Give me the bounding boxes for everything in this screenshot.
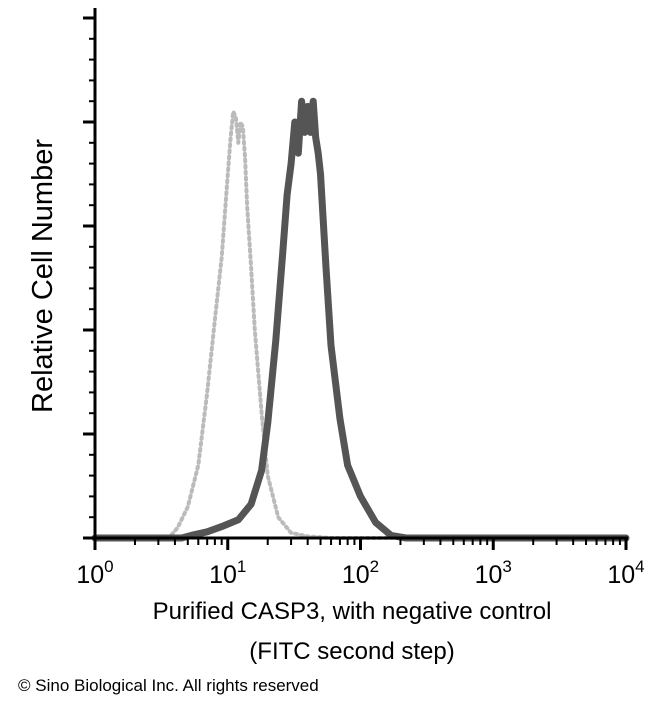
x-tick-label: 104 xyxy=(607,557,644,589)
x-axis-label-line-2: (FITC second step) xyxy=(249,638,455,665)
tick-marks xyxy=(83,16,628,550)
x-tick-label: 101 xyxy=(209,557,246,589)
x-tick-label: 102 xyxy=(342,557,379,589)
x-tick-label: 103 xyxy=(475,557,512,589)
negative-control-curve xyxy=(93,109,628,540)
tick-labels: 100 101 102 103 104 xyxy=(76,557,644,589)
x-axis-label-line-1: Purified CASP3, with negative control xyxy=(152,598,552,625)
plot-area xyxy=(91,97,630,542)
x-tick-label: 100 xyxy=(76,557,113,589)
y-axis-label: Relative Cell Number xyxy=(27,139,59,413)
copyright-notice: © Sino Biological Inc. All rights reserv… xyxy=(18,676,319,695)
axes xyxy=(93,8,628,540)
casp3-sample-curve xyxy=(91,97,630,542)
